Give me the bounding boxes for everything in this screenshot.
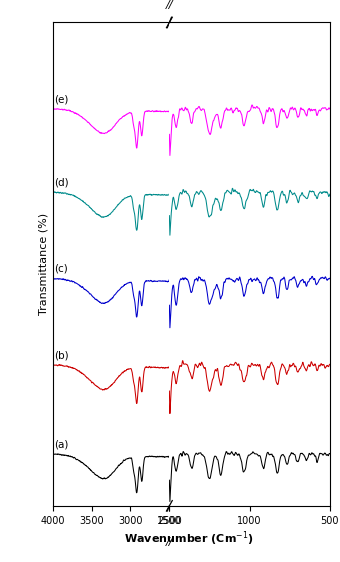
Text: (b): (b)	[54, 350, 69, 360]
Y-axis label: Transmittance (%): Transmittance (%)	[38, 213, 49, 315]
Text: //: //	[166, 537, 173, 547]
Text: (c): (c)	[54, 264, 68, 274]
Text: (e): (e)	[54, 94, 69, 104]
Text: //: //	[166, 1, 173, 11]
Text: Wavenumber (Cm$^{-1}$): Wavenumber (Cm$^{-1}$)	[124, 529, 254, 548]
Text: (a): (a)	[54, 439, 69, 450]
Text: (d): (d)	[54, 178, 69, 188]
